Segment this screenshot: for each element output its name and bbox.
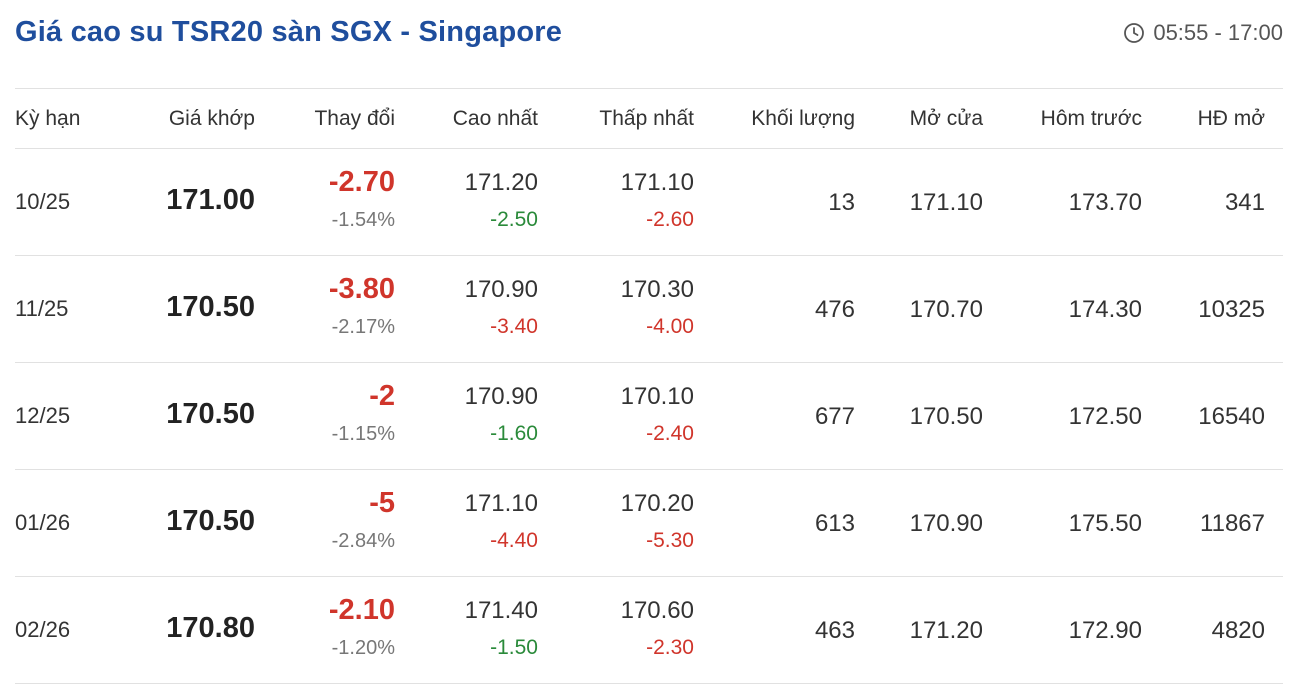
open-interest-cell: 16540: [1198, 403, 1265, 430]
price-cell: 170.50: [166, 291, 255, 323]
low-cell: 170.20: [620, 490, 694, 517]
open-interest-cell: 4820: [1211, 617, 1265, 644]
open-cell: 170.70: [909, 296, 983, 323]
term-cell: 02/26: [15, 617, 71, 642]
high-change-cell: -2.50: [490, 208, 538, 231]
col-open: Mở cửa: [909, 107, 983, 130]
page-title: Giá cao su TSR20 sàn SGX - Singapore: [15, 16, 563, 48]
col-volume: Khối lượng: [751, 107, 855, 130]
high-change-cell: -4.40: [490, 529, 538, 552]
term-cell: 11/25: [15, 296, 69, 321]
table-row: 10/25 171.00 -2.70 -1.54% 171.20 -2.50 171.10 -…: [15, 149, 1283, 255]
high-cell: 171.40: [464, 597, 538, 624]
term-cell: 12/25: [15, 403, 71, 428]
low-cell: 170.60: [620, 597, 694, 624]
change-percent-cell: -1.54%: [331, 209, 395, 231]
prev-cell: 175.50: [1068, 510, 1142, 537]
trading-hours-text: 05:55 - 17:00: [1153, 20, 1283, 45]
change-percent-cell: -2.17%: [331, 316, 395, 338]
table-row: 11/25 170.50 -3.80 -2.17% 170.90 -3.40 170.30 -…: [15, 256, 1283, 362]
change-cell: -3.80: [328, 273, 395, 305]
col-change: Thay đổi: [314, 107, 395, 130]
divider: [15, 88, 1283, 89]
low-cell: 170.10: [620, 383, 694, 410]
table-header: Kỳ hạn Giá khớp Thay đổi Cao nhất Thấp n…: [15, 89, 1283, 148]
volume-cell: 476: [814, 296, 855, 323]
volume-cell: 13: [828, 189, 855, 216]
low-change-cell: -2.30: [646, 636, 694, 659]
volume-cell: 613: [814, 510, 855, 537]
row-divider: [15, 683, 1283, 684]
open-interest-cell: 11867: [1200, 510, 1265, 537]
change-cell: -2: [369, 380, 395, 412]
volume-cell: 463: [814, 617, 855, 644]
high-change-cell: -1.50: [490, 636, 538, 659]
col-term: Kỳ hạn: [15, 107, 81, 130]
term-cell: 10/25: [15, 189, 71, 214]
change-percent-cell: -1.15%: [331, 423, 395, 445]
volume-cell: 677: [814, 403, 855, 430]
change-cell: -2.70: [328, 166, 395, 198]
prev-cell: 172.90: [1068, 617, 1142, 644]
price-cell: 171.00: [166, 184, 255, 216]
price-cell: 170.80: [166, 612, 255, 644]
price-cell: 170.50: [166, 505, 255, 537]
header: Giá cao su TSR20 sàn SGX - Singapore 05:…: [15, 0, 1283, 88]
high-change-cell: -3.40: [490, 315, 538, 338]
high-cell: 170.90: [464, 276, 538, 303]
row-divider: [15, 576, 1283, 577]
open-cell: 171.20: [909, 617, 983, 644]
col-open-interest: HĐ mở: [1197, 107, 1265, 130]
open-interest-cell: 341: [1224, 189, 1265, 216]
col-prev: Hôm trước: [1040, 107, 1142, 130]
open-interest-cell: 10325: [1198, 296, 1265, 323]
low-cell: 170.30: [620, 276, 694, 303]
table-row: 01/26 170.50 -5 -2.84% 171.10 -4.40 170.20 -5.3…: [15, 470, 1283, 576]
col-low: Thấp nhất: [599, 107, 694, 130]
row-divider: [15, 362, 1283, 363]
col-price: Giá khớp: [168, 107, 255, 130]
change-percent-cell: -1.20%: [331, 637, 395, 659]
low-change-cell: -2.60: [646, 208, 694, 231]
high-cell: 171.20: [464, 169, 538, 196]
low-change-cell: -2.40: [646, 422, 694, 445]
prev-cell: 172.50: [1068, 403, 1142, 430]
trading-hours: 05:55 - 17:00: [1123, 20, 1283, 46]
term-cell: 01/26: [15, 510, 71, 535]
change-percent-cell: -2.84%: [331, 530, 395, 552]
open-cell: 171.10: [909, 189, 983, 216]
divider: [15, 148, 1283, 149]
open-cell: 170.90: [909, 510, 983, 537]
change-cell: -2.10: [328, 594, 395, 626]
high-cell: 171.10: [464, 490, 538, 517]
low-change-cell: -5.30: [646, 529, 694, 552]
prev-cell: 174.30: [1068, 296, 1142, 323]
row-divider: [15, 469, 1283, 470]
prev-cell: 173.70: [1068, 189, 1142, 216]
open-cell: 170.50: [909, 403, 983, 430]
high-cell: 170.90: [464, 383, 538, 410]
col-high: Cao nhất: [452, 107, 538, 130]
row-divider: [15, 255, 1283, 256]
price-cell: 170.50: [166, 398, 255, 430]
low-change-cell: -4.00: [646, 315, 694, 338]
table-row: 02/26 170.80 -2.10 -1.20% 171.40 -1.50 170.60 -…: [15, 577, 1283, 683]
change-cell: -5: [369, 487, 395, 519]
low-cell: 171.10: [620, 169, 694, 196]
high-change-cell: -1.60: [490, 422, 538, 445]
table-row: 12/25 170.50 -2 -1.15% 170.90 -1.60 170.10 -2.4…: [15, 363, 1283, 469]
clock-icon: [1123, 22, 1145, 44]
